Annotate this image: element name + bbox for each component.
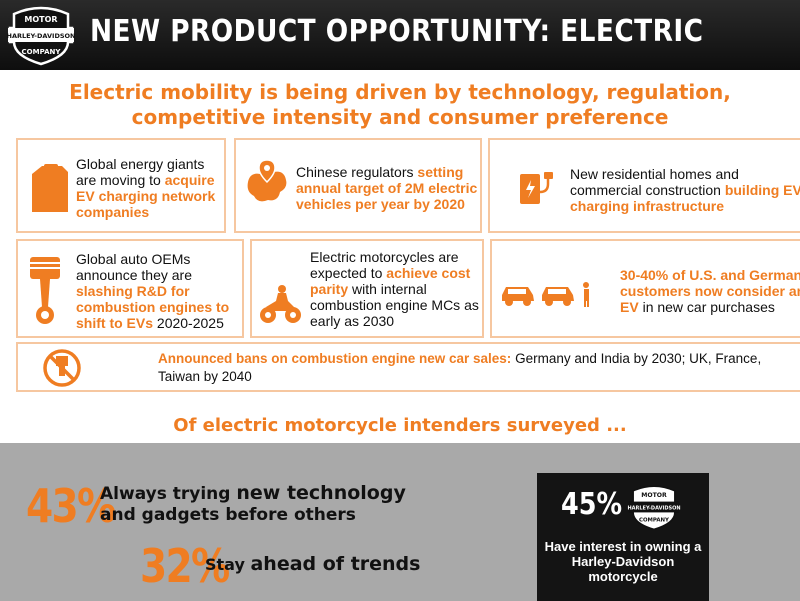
stat-45-percent: 45% [561, 487, 623, 522]
card-china-highlight: setting annual target of 2M electric veh… [296, 164, 478, 212]
stat-32-percent: 32% [140, 539, 230, 593]
card-motorcycles-highlight: achieve cost parity [310, 265, 471, 297]
card-customers-rest: in new car purchases [638, 299, 775, 315]
stat-32-b: ahead of trends [250, 553, 421, 575]
headline: Electric mobility is being driven by tec… [0, 80, 800, 130]
svg-text:HARLEY-DAVIDSON: HARLEY-DAVIDSON [7, 32, 76, 40]
stat-43-line1-a: Always trying [100, 484, 237, 504]
banner-rest: Germany and India by 2030; UK, France, T… [158, 351, 762, 384]
card-energy-giants: Global energy giants are moving to acqui… [16, 138, 226, 233]
china-map-pin-icon [247, 159, 287, 202]
stat-43-line1-b: new technology [236, 482, 406, 504]
card-auto-oems: Global auto OEMs announce they are slash… [16, 239, 244, 338]
card-oems-text: Global auto OEMs announce they are [76, 251, 192, 283]
card-homes-text: New residential homes and commercial con… [570, 166, 739, 198]
stat-32-description: Stay ahead of trends [205, 553, 465, 575]
headline-line-2: competitive intensity and consumer prefe… [131, 105, 669, 129]
card-motorcycles-text: Electric motorcycles are expected to [310, 249, 459, 281]
survey-heading: Of electric motorcycle intenders surveye… [173, 415, 627, 436]
headline-line-1: Electric mobility is being driven by tec… [69, 80, 731, 104]
stat-32-a: Stay [205, 555, 251, 574]
harley-davidson-logo: MOTOR HARLEY-DAVIDSON COMPANY [7, 6, 76, 66]
card-residential-homes: New residential homes and commercial con… [488, 138, 800, 233]
motorcycle-rider-icon [260, 285, 301, 323]
no-combustion-icon [43, 349, 81, 387]
card-customers: 30-40% of U.S. and German customers now … [490, 239, 800, 338]
banner-combustion-bans [16, 342, 800, 392]
cars-person-icon [502, 282, 589, 307]
stat-43-percent: 43% [26, 479, 116, 533]
card-chinese-regulators: Chinese regulators setting annual target… [234, 138, 482, 233]
stat-43-line2: and gadgets before others [100, 505, 356, 525]
harley-interest-box: 45% MOTOR HARLEY-DAVIDSON COMPANY Have i… [537, 473, 709, 601]
charging-station-icon [520, 172, 553, 204]
card-customers-highlight: 30-40% of U.S. and German customers now … [620, 267, 800, 315]
piston-icon [30, 257, 60, 324]
card-oems-years: 2020-2025 [153, 315, 224, 331]
stat-43-description: Always trying new technology and gadgets… [100, 483, 430, 526]
svg-text:COMPANY: COMPANY [639, 518, 669, 524]
card-oems-highlight: slashing R&D for combustion engines to s… [76, 283, 230, 331]
banner-text: Announced bans on combustion engine new … [158, 350, 788, 386]
card-energy-text: Global energy giants are moving to [76, 156, 205, 188]
page-title: NEW PRODUCT OPPORTUNITY: ELECTRIC [90, 14, 704, 49]
svg-text:MOTOR: MOTOR [24, 15, 57, 24]
stat-45-caption: Have interest in owning a Harley-Davidso… [544, 539, 702, 584]
svg-text:MOTOR: MOTOR [641, 492, 667, 499]
fuel-can-icon [32, 164, 68, 212]
card-electric-motorcycles: Electric motorcycles are expected to ach… [250, 239, 484, 338]
banner-highlight: Announced bans on combustion engine new … [158, 351, 512, 366]
card-homes-highlight: building EV charging infrastructure [570, 182, 800, 214]
header-bar: MOTOR HARLEY-DAVIDSON COMPANY NEW PRODUC… [0, 0, 800, 70]
svg-text:COMPANY: COMPANY [22, 48, 62, 56]
harley-davidson-badge-icon: MOTOR HARLEY-DAVIDSON COMPANY [627, 485, 681, 531]
card-china-text: Chinese regulators [296, 164, 418, 180]
card-energy-highlight: acquire EV charging network companies [76, 172, 216, 220]
svg-text:HARLEY-DAVIDSON: HARLEY-DAVIDSON [627, 505, 680, 511]
card-motorcycles-rest: with internal combustion engine MCs as e… [310, 281, 479, 329]
